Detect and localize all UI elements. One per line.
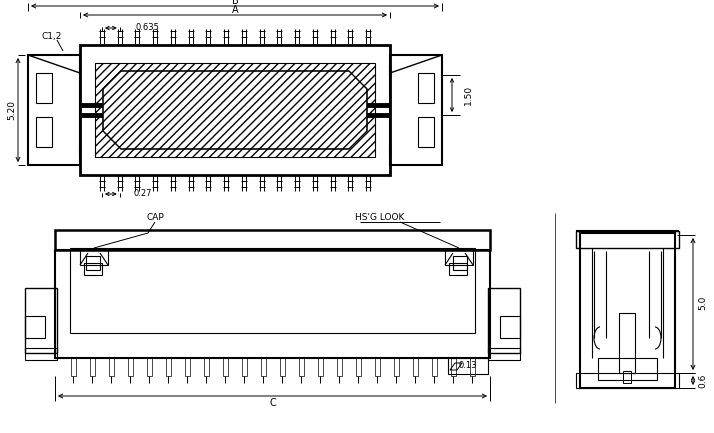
- Text: 0.13: 0.13: [459, 362, 477, 371]
- Bar: [451, 358, 456, 376]
- Bar: [488, 288, 520, 353]
- Bar: [146, 358, 151, 376]
- Bar: [128, 358, 133, 376]
- Text: C: C: [269, 398, 276, 408]
- Bar: [25, 288, 57, 353]
- Bar: [36, 73, 52, 103]
- Text: 5.20: 5.20: [8, 100, 16, 120]
- Bar: [55, 230, 490, 250]
- Bar: [375, 358, 380, 376]
- Bar: [71, 358, 76, 376]
- Bar: [184, 358, 189, 376]
- Text: B: B: [231, 0, 238, 6]
- Text: 0.6: 0.6: [698, 374, 708, 388]
- Bar: [393, 358, 398, 376]
- Bar: [336, 358, 341, 376]
- Bar: [449, 263, 467, 275]
- Text: C1,2: C1,2: [42, 32, 62, 41]
- Bar: [261, 358, 266, 376]
- Bar: [86, 256, 100, 270]
- Bar: [55, 250, 490, 358]
- Bar: [413, 358, 418, 376]
- Bar: [580, 233, 675, 388]
- Bar: [25, 316, 45, 338]
- Bar: [598, 358, 657, 380]
- Text: A: A: [231, 5, 238, 15]
- Bar: [36, 117, 52, 147]
- Bar: [89, 358, 94, 376]
- Bar: [470, 358, 475, 376]
- Bar: [25, 348, 57, 360]
- Bar: [84, 263, 102, 275]
- Bar: [109, 358, 114, 376]
- Bar: [448, 358, 488, 374]
- Bar: [356, 358, 361, 376]
- Bar: [318, 358, 323, 376]
- Bar: [418, 117, 434, 147]
- Bar: [279, 358, 284, 376]
- Text: 5.0: 5.0: [698, 296, 708, 310]
- Text: CAP: CAP: [146, 213, 164, 223]
- Bar: [80, 250, 108, 265]
- Bar: [203, 358, 208, 376]
- Bar: [431, 358, 436, 376]
- Bar: [241, 358, 246, 376]
- Bar: [445, 250, 473, 265]
- Text: HS'G LOOK: HS'G LOOK: [356, 213, 405, 223]
- Bar: [623, 371, 631, 383]
- Bar: [298, 358, 303, 376]
- Text: 0.635: 0.635: [136, 23, 159, 32]
- Bar: [500, 316, 520, 338]
- Bar: [576, 373, 679, 388]
- Bar: [70, 248, 475, 333]
- Bar: [418, 73, 434, 103]
- Bar: [223, 358, 228, 376]
- Bar: [576, 231, 679, 248]
- Bar: [28, 55, 80, 165]
- Bar: [390, 55, 442, 165]
- Bar: [166, 358, 171, 376]
- Bar: [453, 256, 467, 270]
- Bar: [619, 313, 635, 373]
- Bar: [80, 45, 390, 175]
- Bar: [95, 63, 375, 157]
- Bar: [488, 348, 520, 360]
- Text: 0.27: 0.27: [134, 190, 151, 198]
- Polygon shape: [103, 71, 367, 149]
- Text: 1.50: 1.50: [463, 85, 473, 105]
